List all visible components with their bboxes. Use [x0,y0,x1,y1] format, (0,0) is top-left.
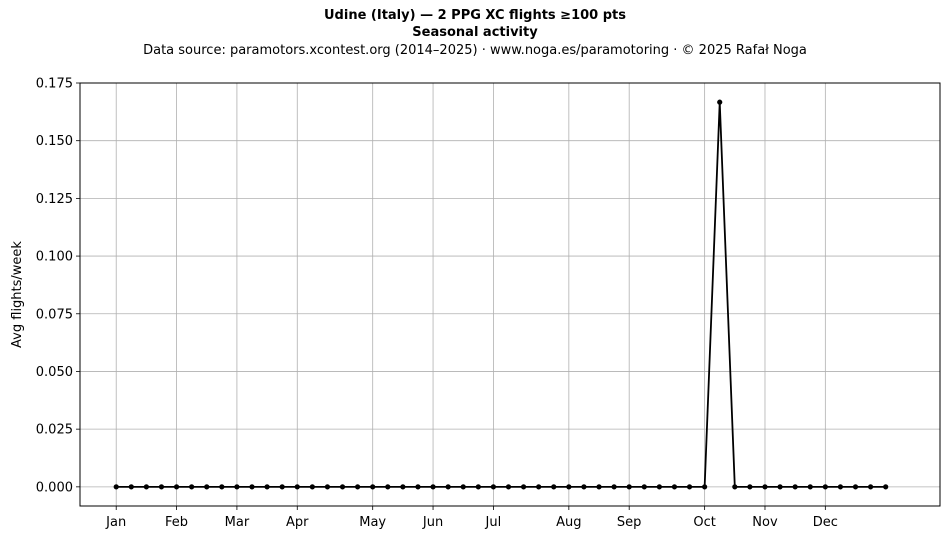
x-tick-label-oct: Oct [693,515,715,530]
x-tick-label-feb: Feb [165,515,188,530]
data-point [490,484,497,490]
x-tick-label-sep: Sep [617,515,642,530]
data-point [445,484,451,490]
data-point [536,484,542,490]
x-tick-label-nov: Nov [752,515,778,530]
series-line [116,101,886,488]
y-tick-label: 0.125 [36,192,73,207]
data-point [475,484,481,490]
data-point [671,484,678,490]
data-point [611,484,617,490]
data-point [460,484,466,490]
data-point [370,484,376,490]
data-point [128,484,134,490]
x-tick-label-jul: Jul [485,515,502,530]
data-point [400,484,406,490]
data-point [189,484,195,490]
data-point [219,484,225,490]
y-axis-label: Avg flights/week [10,241,25,348]
data-point [702,484,708,490]
data-point [792,484,798,490]
data-point [324,484,331,490]
x-tick-label-may: May [359,515,386,530]
y-tick-label: 0.050 [36,365,73,380]
data-point [309,484,315,490]
y-tick-label: 0.025 [36,423,73,438]
data-point [837,484,844,490]
data-point [355,484,361,490]
data-point [762,484,768,490]
y-tick-label: 0.100 [36,250,73,265]
data-point [822,484,828,490]
data-point [807,484,813,490]
data-point [294,484,300,490]
data-point [732,484,738,490]
y-axis-ticks: 0.000 0.025 0.050 0.075 0.100 0.125 0.150 0.175 [36,77,80,495]
data-point [339,484,346,490]
data-point [173,484,180,490]
data-point [430,484,436,490]
y-tick-label: 0.000 [36,480,73,495]
x-tick-label-dec: Dec [813,515,838,530]
y-tick-label: 0.075 [36,307,73,322]
data-source-note: Data source: paramotors.xcontest.org (20… [143,43,807,58]
x-tick-label-aug: Aug [556,515,581,530]
data-point [717,99,723,105]
data-point [581,484,587,490]
data-point [249,484,255,490]
data-point [656,484,662,490]
data-point [113,484,119,490]
data-point [852,484,859,490]
data-point [520,484,527,490]
data-point [777,484,783,490]
data-point [596,484,602,490]
data-point [626,484,632,490]
x-tick-label-jan: Jan [105,515,126,530]
data-point [158,484,165,490]
data-point [234,484,240,490]
x-tick-label-mar: Mar [225,515,250,530]
chart-title: Udine (Italy) — 2 PPG XC flights ≥100 pt… [324,8,626,23]
grid [80,82,940,506]
y-tick-label: 0.175 [36,77,73,92]
data-points [113,99,889,490]
data-point [505,484,512,490]
plot-frame [79,82,941,507]
data-point [867,484,874,490]
x-axis-ticks: Jan Feb Mar Apr May Jun Jul Aug Sep Oct Nov Dec [105,506,838,530]
data-point [143,484,149,490]
chart-subtitle: Seasonal activity [412,25,538,40]
data-point [566,484,572,490]
x-tick-label-jun: Jun [422,515,443,530]
data-point [264,484,270,490]
series-line-group [116,101,886,488]
x-tick-label-apr: Apr [286,515,309,530]
data-point [279,484,285,490]
data-point [415,484,421,490]
data-point [385,484,391,490]
data-point [686,484,693,490]
data-point [641,484,647,490]
data-point [551,484,557,490]
data-point [883,484,889,490]
data-point [204,484,210,490]
data-point [747,484,753,490]
y-tick-label: 0.150 [36,134,73,149]
